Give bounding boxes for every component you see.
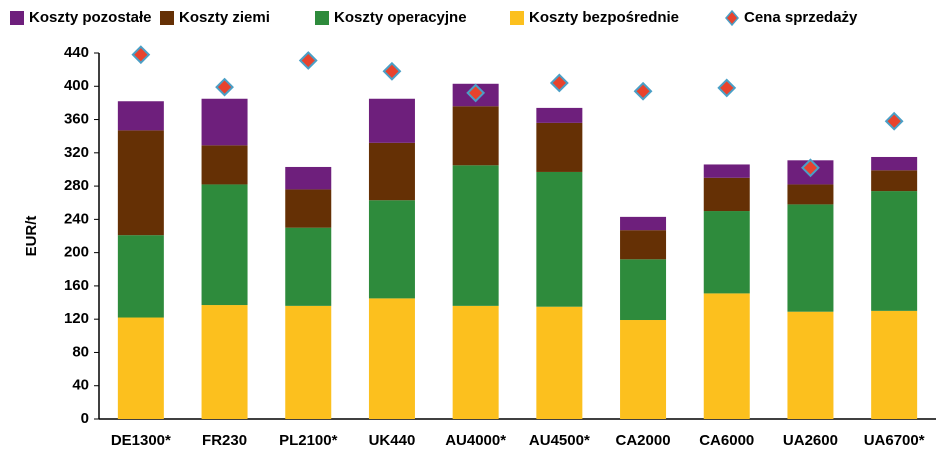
bar-segment [787,184,834,205]
price-marker [298,51,318,70]
y-tick-label: 400 [64,77,89,94]
bar-segment [452,305,499,419]
x-tick-label: UA2600 [783,432,838,449]
bar-segment [536,306,583,419]
legend-label: Koszty ziemi [179,9,270,26]
x-tick-label: UK440 [369,432,416,449]
y-tick-label: 280 [64,177,89,194]
bar-segment [703,293,750,419]
x-tick-label: DE1300* [111,432,171,449]
bar-segment [620,259,667,321]
price-marker [717,78,737,98]
bar-segment [703,177,750,212]
bar-segment [368,142,415,201]
y-tick-label: 0 [81,410,89,427]
bar-segment [201,98,248,146]
x-tick-label: PL2100* [279,432,338,449]
y-tick-label: 360 [64,111,89,128]
legend-label: Koszty operacyjne [334,9,467,26]
bar-segment [285,189,332,228]
x-tick-label: CA2000 [616,432,671,449]
x-tick-label: AU4500* [529,432,590,449]
price-marker [633,81,653,101]
bar-segment [117,235,164,318]
bar-segment [452,106,499,166]
bar-segment [703,211,750,294]
y-tick-label: 120 [64,310,89,327]
legend-swatch [315,11,329,25]
price-marker [215,77,234,97]
bar-segment [871,170,918,192]
x-tick-label: CA6000 [699,432,754,449]
bar-segment [703,164,750,178]
price-marker [131,45,151,65]
bar-segment [201,145,248,185]
bar-segment [787,311,834,419]
y-tick-label: 160 [64,277,89,294]
legend-marker [725,9,739,27]
legend-swatch [510,11,524,25]
price-marker [466,83,486,103]
bar-segment [871,156,918,171]
legend-swatch [160,11,174,25]
bar-segment [536,122,583,172]
y-tick-label: 320 [64,144,89,161]
bar-segment [201,305,248,419]
legend-label: Koszty bezpośrednie [529,9,679,26]
x-tick-label: FR230 [202,432,247,449]
y-tick-label: 440 [64,44,89,61]
y-tick-label: 80 [72,343,89,360]
y-tick-label: 240 [64,210,89,227]
bar-segment [201,184,248,306]
bar-segment [787,204,834,312]
y-axis-label: EUR/t [23,216,40,257]
x-tick-label: UA6700* [864,432,925,449]
y-tick-label: 40 [72,377,89,394]
price-marker [382,61,402,81]
legend-label: Cena sprzedaży [744,9,858,26]
bar-segment [368,298,415,419]
price-marker [801,158,820,178]
bar-segment [536,107,583,123]
bar-segment [368,98,415,143]
legend-label: Koszty pozostałe [29,9,152,26]
bar-segment [536,171,583,307]
x-tick-label: AU4000* [445,432,506,449]
bar-segment [285,305,332,419]
bar-segment [117,101,164,131]
price-marker [884,111,904,131]
bar-segment [285,166,332,190]
bar-segment [117,317,164,419]
bar-segment [285,227,332,306]
bar-segment [620,320,667,419]
price-marker [549,73,569,93]
bar-segment [368,200,415,299]
bar-segment [452,165,499,306]
bar-segment [871,310,918,419]
bar-segment [871,191,918,311]
bar-segment [620,230,667,260]
bar-segment [620,216,667,231]
y-tick-label: 200 [64,244,89,261]
legend-swatch [10,11,24,25]
bar-segment [117,130,164,236]
